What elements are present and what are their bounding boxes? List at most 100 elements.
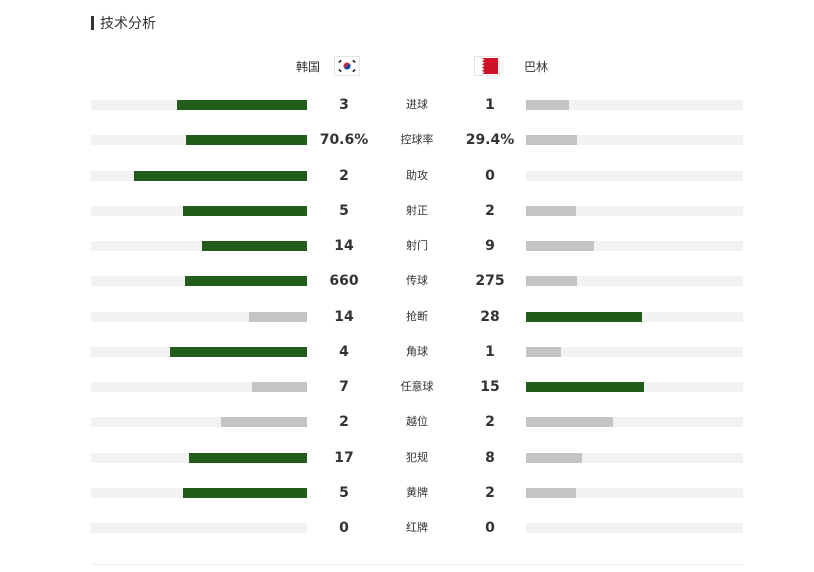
home-stat-value: 14 [334,238,354,254]
home-stat-bar [185,276,307,287]
home-stat-track [91,170,307,181]
home-stat-bar [177,100,307,110]
stat-label: 控球率 [400,133,434,147]
stat-label: 犯规 [406,450,428,464]
away-stat-bar [526,382,644,392]
away-stat-track [526,417,743,428]
home-stat-bar [202,241,307,251]
home-stat-value: 2 [339,167,349,184]
home-stat-track [91,311,307,322]
section-title: 技术分析 [91,14,156,32]
home-stat-value: 14 [334,308,354,325]
away-stat-value: 0 [485,167,495,184]
away-stat-value: 9 [485,238,495,254]
home-stat-value: 5 [339,484,349,501]
away-stat-track [526,382,743,392]
away-stat-value: 2 [485,414,495,431]
away-stat-track [526,241,743,251]
home-stat-value: 5 [339,202,349,219]
stat-row: 2 助攻 0 [0,159,814,194]
home-stat-bar [221,417,307,428]
away-stat-track [526,452,743,463]
away-team-header: 巴林 [474,55,548,77]
away-stat-bar [526,205,576,216]
home-stat-track [91,452,307,463]
away-stat-value: 29.4% [465,132,515,149]
stat-row: 5 射正 2 [0,194,814,229]
home-stat-track [91,276,307,287]
home-stat-track [91,241,307,251]
stat-label: 抢断 [406,309,428,323]
stat-row: 5 黄牌 2 [0,476,814,511]
away-stat-value: 15 [480,379,500,395]
home-stat-bar [170,346,307,357]
away-stat-track [526,100,743,110]
home-stat-track [91,100,307,110]
stat-label: 进球 [406,98,428,111]
section-title-text: 技术分析 [100,16,156,32]
stats-list: 3 进球 1 70.6% 控球率 29.4% 2 助攻 0 5 射正 2 14 射门 9 660 传球 275 14… [0,88,814,546]
stat-row: 2 越位 2 [0,405,814,440]
home-stat-bar [183,487,307,498]
home-stat-bar [189,452,307,463]
away-stat-value: 1 [485,343,495,360]
home-team-header: 韩国 [296,55,360,77]
stat-row: 70.6% 控球率 29.4% [0,123,814,158]
home-stat-track [91,135,307,146]
home-team-name: 韩国 [295,59,320,74]
stat-row: 14 射门 9 [0,229,814,264]
home-stat-track [91,487,307,498]
away-stat-track [526,346,743,357]
stat-label: 射门 [406,239,428,252]
stat-row: 660 传球 275 [0,264,814,299]
away-stat-track [526,170,743,181]
home-stat-bar [134,170,307,181]
bahrain-flag-icon [474,56,500,76]
home-stat-value: 4 [339,343,349,360]
away-stat-value: 2 [485,484,495,501]
away-stat-value: 275 [475,273,505,290]
stat-label: 越位 [406,415,428,429]
away-stat-bar [526,276,577,287]
home-stat-value: 2 [339,414,349,431]
stat-label: 助攻 [406,168,428,182]
home-stat-track [91,346,307,357]
away-stat-bar [526,346,561,357]
away-stat-bar [526,417,613,428]
stat-label: 任意球 [400,380,434,393]
stat-row: 17 犯规 8 [0,441,814,476]
away-stat-value: 28 [480,308,500,325]
away-stat-track [526,205,743,216]
stat-row: 7 任意球 15 [0,370,814,405]
away-stat-bar [526,100,569,110]
away-stat-value: 0 [485,520,495,536]
home-stat-track [91,205,307,216]
away-stat-bar [526,311,642,322]
stat-row: 3 进球 1 [0,88,814,123]
away-stat-track [526,523,743,533]
away-stat-track [526,135,743,146]
away-stat-track [526,276,743,287]
home-stat-bar [252,382,307,392]
stat-label: 角球 [406,344,428,358]
south-korea-flag-icon [334,56,360,76]
home-stat-track [91,523,307,533]
home-stat-value: 660 [329,273,359,290]
stat-row: 4 角球 1 [0,335,814,370]
title-accent-bar [91,16,94,30]
home-stat-bar [249,311,307,322]
away-stat-track [526,487,743,498]
home-stat-value: 7 [339,379,349,395]
stat-row: 0 红牌 0 [0,511,814,546]
home-stat-track [91,382,307,392]
stat-label: 红牌 [406,521,428,534]
away-stat-value: 1 [485,97,495,113]
stat-label: 黄牌 [406,485,428,499]
home-stat-value: 3 [339,97,349,113]
away-stat-bar [526,241,594,251]
home-stat-value: 17 [334,449,354,466]
away-stat-bar [526,487,576,498]
stat-label: 传球 [406,274,428,288]
away-team-name: 巴林 [524,59,549,74]
away-stat-track [526,311,743,322]
